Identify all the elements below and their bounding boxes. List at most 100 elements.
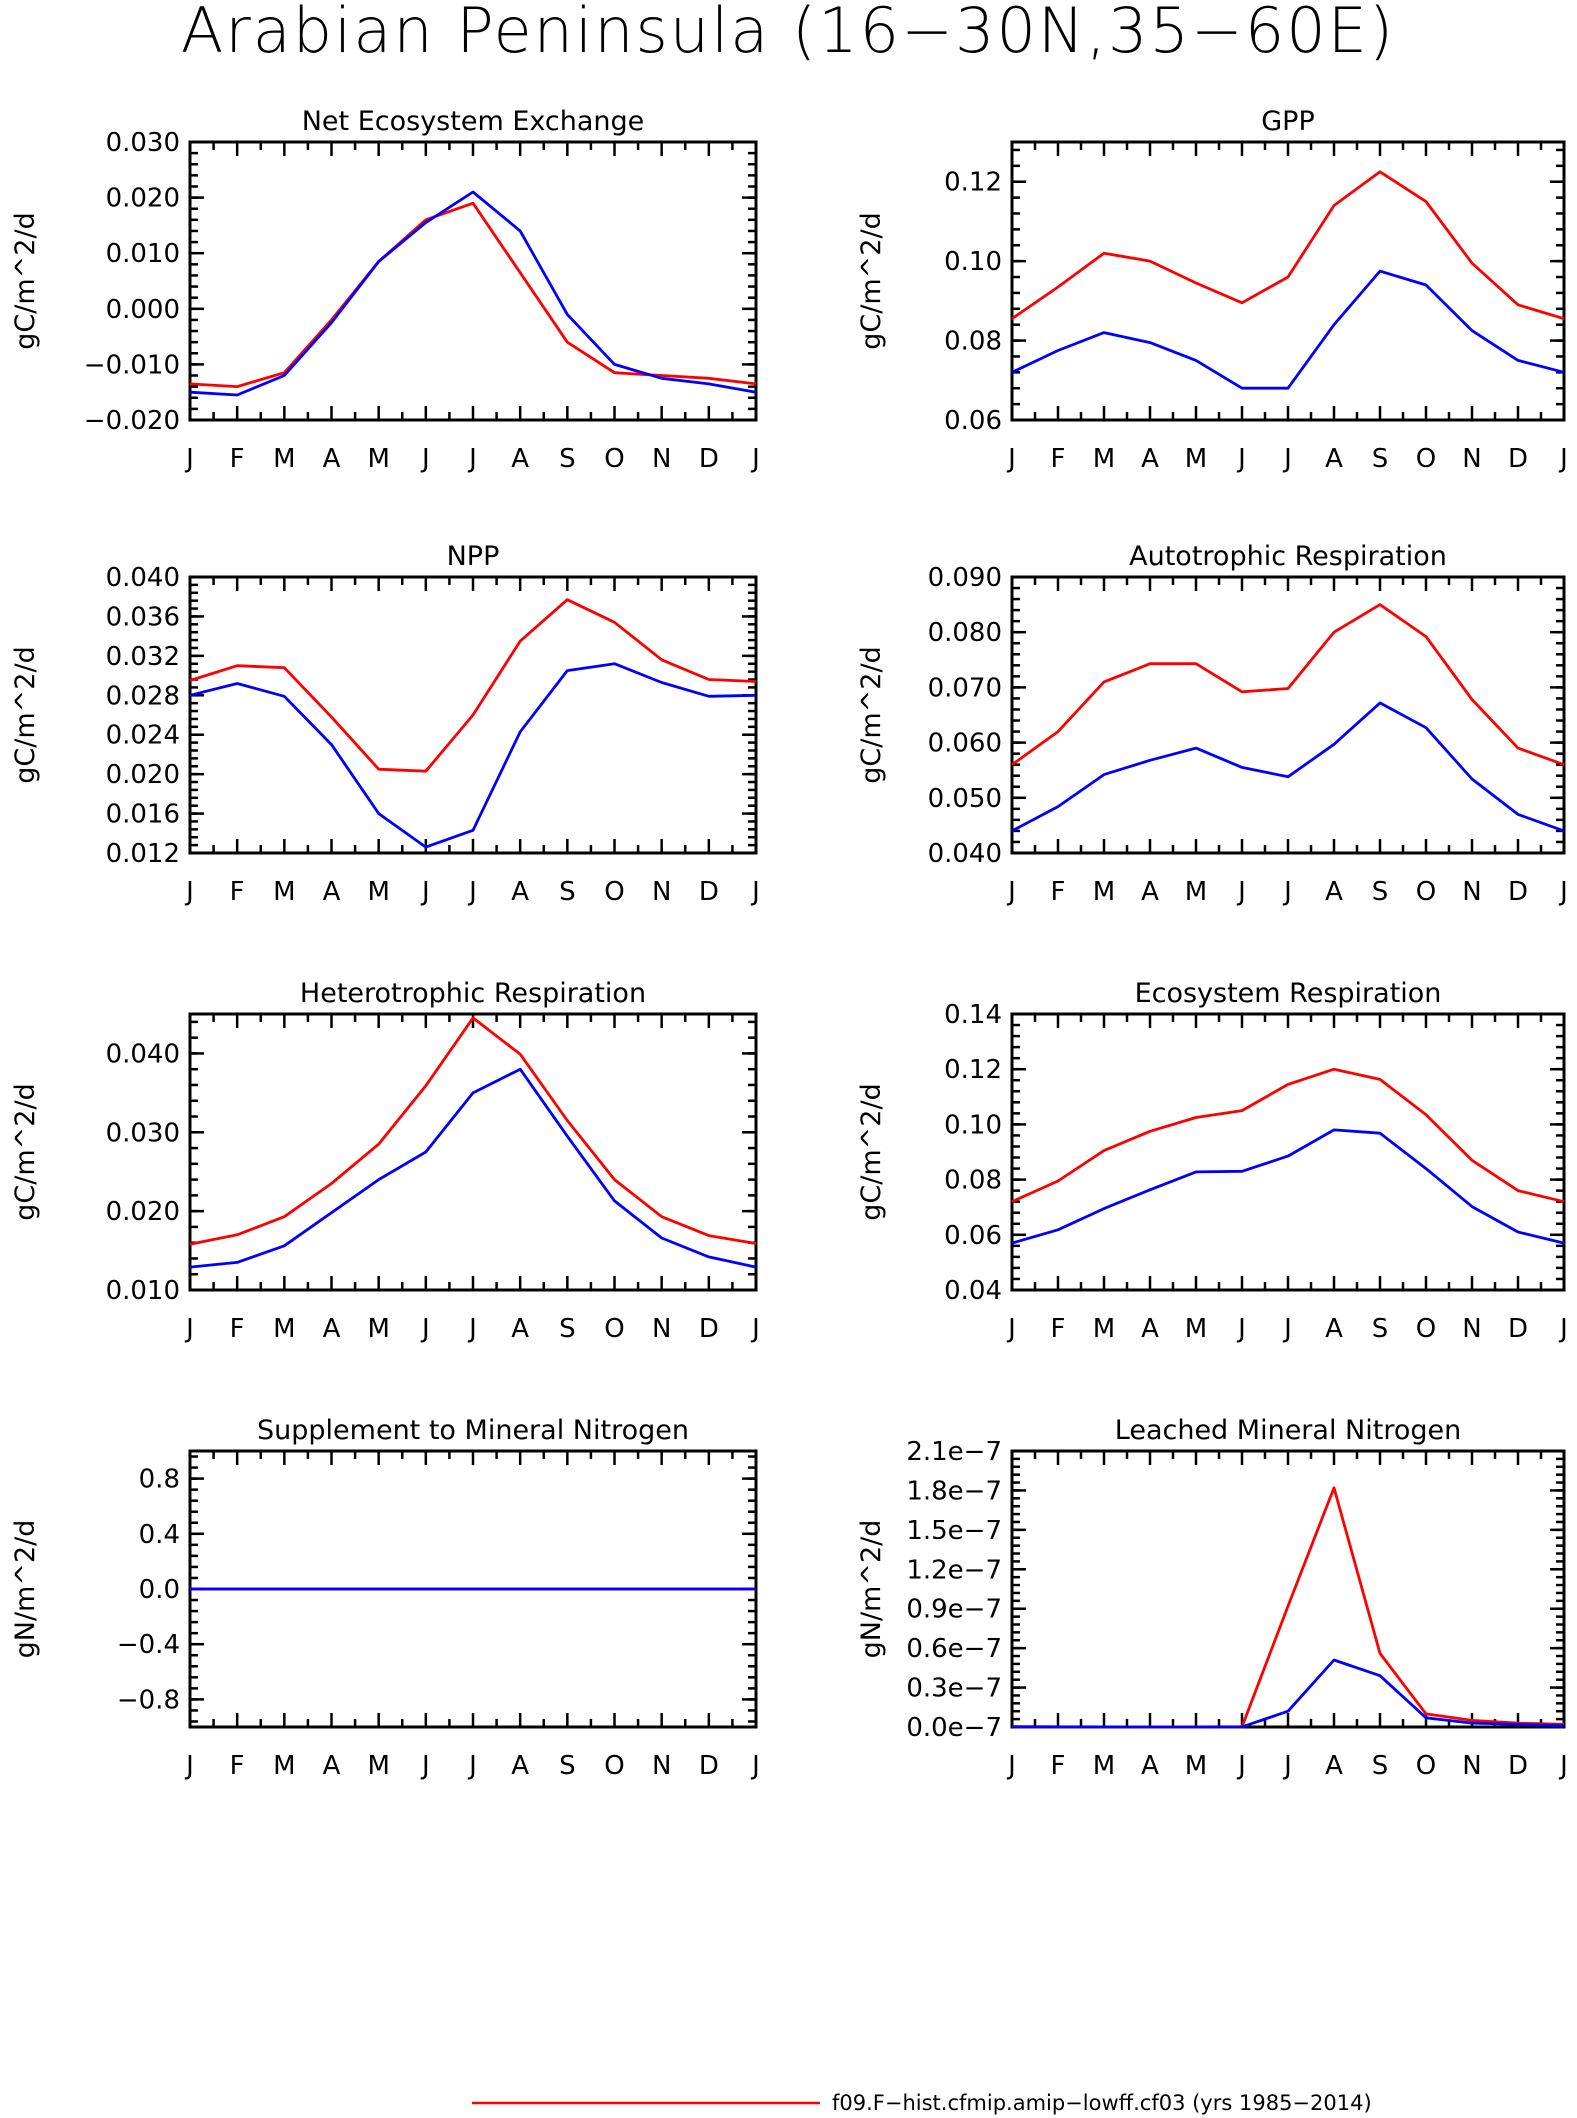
x-tick-label: O: [1416, 1314, 1436, 1344]
y-tick-label: 0.12: [944, 168, 1002, 198]
series-line-red: [1011, 603, 1565, 767]
x-tick-label: N: [1462, 444, 1481, 474]
y-axis-label: gC/m^2/d: [856, 1083, 887, 1220]
x-tick-label: F: [1051, 1751, 1066, 1781]
x-tick-label: A: [1141, 1751, 1159, 1781]
y-tick-label: 0.010: [106, 239, 180, 269]
x-tick-label: D: [1508, 877, 1528, 907]
x-tick-label: A: [511, 877, 529, 907]
x-tick-label: N: [652, 444, 671, 474]
plot-frame: [1010, 1012, 1566, 1292]
x-tick-label: J: [467, 877, 477, 907]
x-tick-label: F: [230, 877, 245, 907]
x-tick-label: S: [1372, 444, 1389, 474]
y-tick-label: 0.000: [106, 295, 180, 325]
x-tick-label: M: [1185, 444, 1207, 474]
y-tick-label: −0.4: [117, 1630, 180, 1660]
x-tick-label: J: [420, 444, 430, 474]
x-tick-label: J: [1558, 444, 1568, 474]
series-line-red: [189, 1016, 757, 1246]
y-tick-label: 0.06: [944, 406, 1002, 436]
plot-frame: [1010, 575, 1566, 855]
x-tick-label: J: [420, 877, 430, 907]
y-tick-label: 0.020: [106, 1197, 180, 1227]
x-tick-label: M: [1093, 1314, 1115, 1344]
x-tick-label: A: [1325, 877, 1343, 907]
panel-5: J F M A M J J A S O N D J0.0100.0200.0300.040Heterot…: [10, 978, 760, 1344]
y-tick-label: 0.036: [106, 602, 180, 632]
x-tick-label: J: [1006, 877, 1016, 907]
y-tick-label: 0.090: [928, 563, 1002, 593]
panel-title: Ecosystem Respiration: [1135, 978, 1442, 1009]
series-line-blue: [1011, 701, 1565, 833]
x-tick-label: J: [1282, 1314, 1292, 1344]
y-tick-label: 0.024: [106, 721, 180, 751]
y-tick-label: 1.5e−7: [906, 1516, 1002, 1546]
x-tick-label: N: [1462, 1751, 1481, 1781]
y-tick-label: 1.8e−7: [906, 1476, 1002, 1506]
x-tick-label: J: [1558, 1751, 1568, 1781]
x-tick-label: A: [1141, 444, 1159, 474]
y-tick-label: 0.9e−7: [906, 1595, 1002, 1625]
x-tick-label: M: [1093, 877, 1115, 907]
y-tick-label: 0.032: [106, 642, 180, 672]
x-tick-label: M: [367, 444, 389, 474]
y-tick-label: 0.012: [106, 839, 180, 869]
x-tick-label: J: [1236, 1314, 1246, 1344]
x-tick-label: F: [230, 1751, 245, 1781]
x-tick-label: M: [273, 877, 295, 907]
x-tick-label: N: [1462, 877, 1481, 907]
y-tick-label: 0.030: [106, 128, 180, 158]
x-tick-label: D: [1508, 1314, 1528, 1344]
panel-title: GPP: [1261, 106, 1315, 137]
x-tick-label: D: [699, 877, 719, 907]
x-tick-label: M: [1093, 1751, 1115, 1781]
y-axis-label: gN/m^2/d: [10, 1520, 41, 1659]
y-tick-label: 0.04: [944, 1276, 1002, 1306]
y-tick-label: 0.030: [106, 1118, 180, 1148]
x-tick-label: A: [1141, 877, 1159, 907]
x-tick-label: O: [1416, 1751, 1436, 1781]
y-tick-label: 0.10: [944, 1110, 1002, 1140]
plot-frame: [1010, 140, 1566, 422]
main-title: Arabian Peninsula (16−30N,35−60E): [181, 0, 1395, 67]
x-tick-label: M: [1185, 877, 1207, 907]
plot-frame: [1010, 1449, 1566, 1729]
x-tick-label: J: [467, 444, 477, 474]
x-tick-label: J: [1558, 1314, 1568, 1344]
panel-7: J F M A M J J A S O N D J−0.8−0.40.00.40.8Supplement…: [10, 1415, 760, 1781]
x-tick-label: J: [750, 1751, 760, 1781]
y-tick-label: 0.050: [928, 784, 1002, 814]
x-tick-label: J: [1236, 444, 1246, 474]
series-line-red: [1011, 1067, 1565, 1204]
x-tick-label: J: [1282, 1751, 1292, 1781]
x-tick-label: S: [1372, 1751, 1389, 1781]
x-tick-label: M: [1093, 444, 1115, 474]
x-tick-label: J: [467, 1751, 477, 1781]
x-tick-label: J: [1006, 444, 1016, 474]
x-tick-label: O: [604, 1314, 624, 1344]
x-tick-label: J: [1558, 877, 1568, 907]
y-tick-label: 0.070: [928, 673, 1002, 703]
panels: J F M A M J J A S O N D J−0.020−0.0100.0000.0100.020…: [10, 106, 1568, 1781]
panel-title: Autotrophic Respiration: [1129, 541, 1447, 572]
y-tick-label: 0.028: [106, 681, 180, 711]
y-tick-label: 0.016: [106, 800, 180, 830]
y-axis-label: gC/m^2/d: [856, 212, 887, 349]
y-tick-label: 0.12: [944, 1055, 1002, 1085]
x-tick-label: J: [420, 1314, 430, 1344]
panel-3: J F M A M J J A S O N D J0.0120.0160.0200.0240.0280.…: [10, 541, 760, 907]
panel-4: J F M A M J J A S O N D J0.0400.0500.0600.0700.0800.…: [856, 541, 1568, 907]
y-axis-label: gC/m^2/d: [10, 1083, 41, 1220]
x-tick-label: A: [323, 877, 341, 907]
y-tick-label: −0.8: [117, 1685, 180, 1715]
x-tick-label: F: [1051, 1314, 1066, 1344]
series-line-blue: [1011, 1658, 1565, 1729]
series-line-red: [1011, 1486, 1565, 1729]
y-tick-label: 0.8: [139, 1465, 180, 1495]
x-tick-label: M: [273, 1751, 295, 1781]
x-tick-label: A: [1325, 1314, 1343, 1344]
x-tick-label: D: [699, 1314, 719, 1344]
x-tick-label: N: [652, 1751, 671, 1781]
x-tick-label: F: [230, 1314, 245, 1344]
